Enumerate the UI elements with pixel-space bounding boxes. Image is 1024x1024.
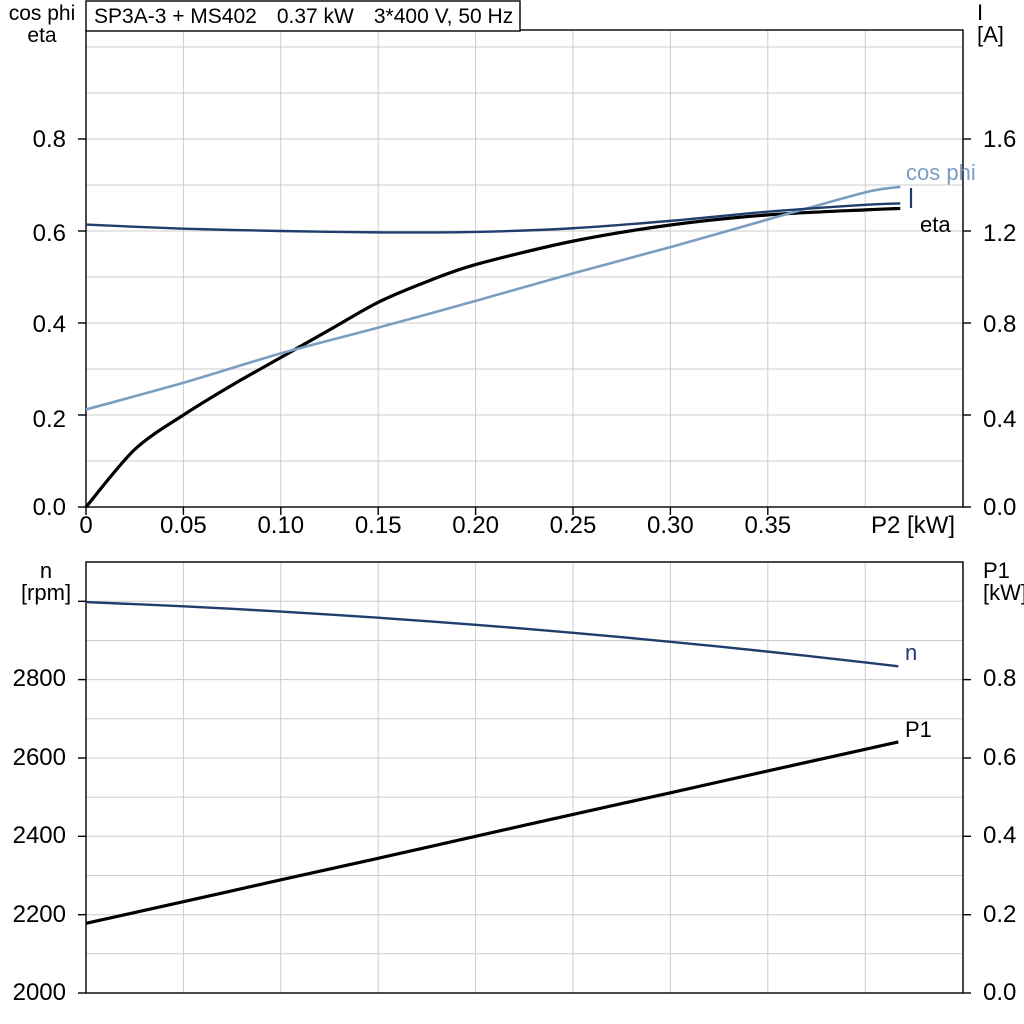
svg-text:[rpm]: [rpm] bbox=[21, 580, 71, 605]
svg-text:n: n bbox=[905, 640, 917, 665]
svg-text:0.0: 0.0 bbox=[983, 979, 1016, 1006]
svg-text:0.35: 0.35 bbox=[744, 512, 791, 539]
svg-text:0.4: 0.4 bbox=[33, 311, 66, 338]
svg-text:P2 [kW]: P2 [kW] bbox=[871, 512, 955, 539]
svg-text:0.8: 0.8 bbox=[33, 126, 66, 153]
svg-text:0.15: 0.15 bbox=[355, 512, 402, 539]
svg-text:0.8: 0.8 bbox=[983, 665, 1016, 692]
svg-text:0.2: 0.2 bbox=[983, 901, 1016, 928]
svg-text:2400: 2400 bbox=[13, 822, 66, 849]
svg-text:2800: 2800 bbox=[13, 665, 66, 692]
svg-text:0.0: 0.0 bbox=[33, 494, 66, 521]
svg-text:1.2: 1.2 bbox=[983, 220, 1016, 247]
svg-text:0.0: 0.0 bbox=[983, 494, 1016, 521]
svg-text:[kW]: [kW] bbox=[983, 580, 1024, 605]
svg-text:0.05: 0.05 bbox=[160, 512, 207, 539]
svg-text:P1: P1 bbox=[905, 717, 932, 742]
svg-text:0.6: 0.6 bbox=[33, 220, 66, 247]
svg-text:0.25: 0.25 bbox=[550, 512, 597, 539]
svg-text:0.2: 0.2 bbox=[33, 406, 66, 433]
svg-text:0.8: 0.8 bbox=[983, 311, 1016, 338]
svg-text:0: 0 bbox=[79, 512, 92, 539]
svg-text:cos phi: cos phi bbox=[9, 2, 76, 25]
svg-text:0.10: 0.10 bbox=[257, 512, 304, 539]
svg-text:eta: eta bbox=[920, 212, 951, 237]
svg-text:2200: 2200 bbox=[13, 901, 66, 928]
svg-text:0.6: 0.6 bbox=[983, 744, 1016, 771]
svg-text:0.30: 0.30 bbox=[647, 512, 694, 539]
svg-text:0.4: 0.4 bbox=[983, 406, 1016, 433]
svg-text:2600: 2600 bbox=[13, 744, 66, 771]
svg-text:0.4: 0.4 bbox=[983, 822, 1016, 849]
svg-text:0.20: 0.20 bbox=[452, 512, 499, 539]
svg-text:[A]: [A] bbox=[977, 22, 1004, 47]
svg-text:1.6: 1.6 bbox=[983, 126, 1016, 153]
svg-text:eta: eta bbox=[27, 24, 57, 47]
svg-text:cos phi: cos phi bbox=[906, 160, 976, 185]
svg-text:2000: 2000 bbox=[13, 979, 66, 1006]
